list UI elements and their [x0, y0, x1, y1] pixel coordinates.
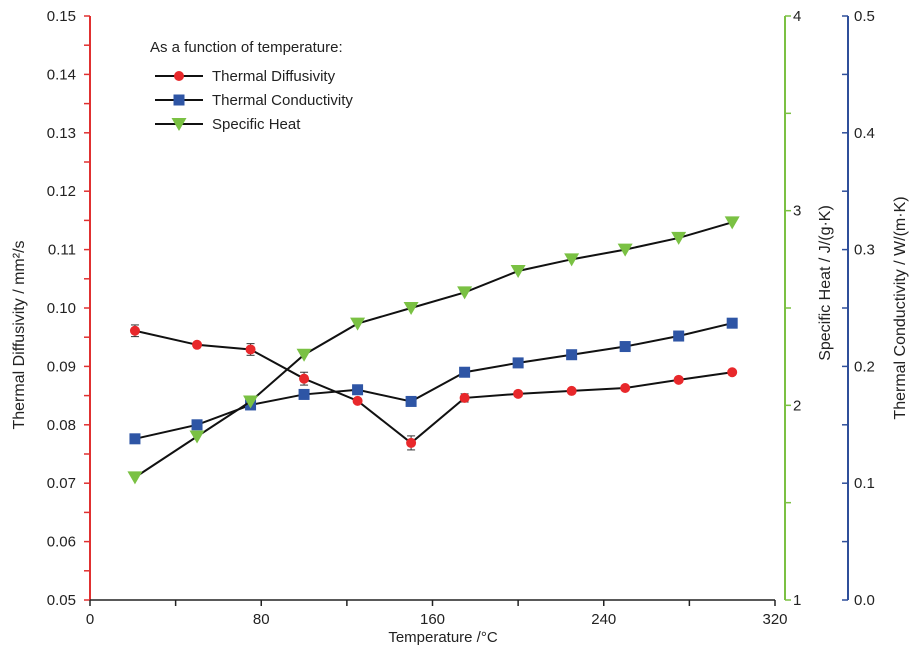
- thermal-conductivity-axis-tick-label: 0.3: [854, 242, 875, 259]
- thermal-conductivity-axis-tick-label: 0.0: [854, 592, 875, 609]
- legend-specific-heat-label: Specific Heat: [212, 116, 301, 133]
- thermal-conductivity-point: [726, 317, 738, 329]
- thermal-diffusivity-point: [513, 388, 524, 399]
- thermal-conductivity-axis-tick-label: 0.1: [854, 475, 875, 492]
- left-axis-tick-label: 0.15: [47, 8, 76, 25]
- legend-specific-heat-marker: [171, 118, 187, 131]
- specific-heat-point: [617, 243, 633, 257]
- left-axis-label: Thermal Diffusivity / mm²/s: [11, 240, 28, 429]
- thermal-conductivity-point: [352, 384, 364, 396]
- thermal-conductivity-point: [566, 349, 578, 361]
- specific-heat-point: [127, 471, 143, 485]
- specific-heat-axis-tick-label: 4: [793, 8, 801, 25]
- thermal-conductivity-point: [129, 433, 141, 445]
- x-axis-tick-label: 240: [591, 611, 616, 628]
- specific-heat-point: [724, 216, 740, 230]
- left-axis-tick-label: 0.14: [47, 66, 76, 83]
- legend-thermal-conductivity-label: Thermal Conductivity: [212, 92, 353, 109]
- thermal-diffusivity-point: [406, 437, 417, 448]
- thermal-conductivity-point: [673, 330, 685, 342]
- left-axis-tick-label: 0.07: [47, 475, 76, 492]
- thermal-diffusivity-point: [459, 392, 470, 403]
- thermal-diffusivity-point: [727, 367, 738, 378]
- x-axis-tick-label: 0: [86, 611, 94, 628]
- thermal-conductivity-axis-tick-label: 0.4: [854, 125, 875, 142]
- left-axis-tick-label: 0.06: [47, 534, 76, 551]
- x-axis-tick-label: 320: [762, 611, 787, 628]
- left-axis-tick-label: 0.05: [47, 592, 76, 609]
- specific-heat-point: [296, 348, 312, 362]
- thermal-diffusivity-point: [245, 344, 256, 355]
- specific-heat-point: [403, 302, 419, 315]
- series-layer: [127, 216, 740, 485]
- specific-heat-point: [564, 253, 580, 267]
- x-axis-tick-label: 160: [420, 611, 445, 628]
- x-axis: 0 80 160 240 320: [86, 599, 788, 628]
- specific-heat-point: [189, 430, 205, 444]
- legend-title: As a function of temperature:: [150, 39, 343, 56]
- specific-heat-axis-tick-label: 2: [793, 397, 801, 414]
- left-axis-tick-label: 0.09: [47, 358, 76, 375]
- left-axis-tick-label: 0.11: [48, 242, 76, 259]
- thermal-conductivity-line: [134, 322, 733, 440]
- specific-heat-point: [243, 395, 259, 409]
- thermal-conductivity-point: [619, 341, 631, 353]
- specific-heat-point: [671, 231, 687, 245]
- thermal-conductivity-point: [512, 357, 524, 369]
- thermal-diffusivity-point: [566, 385, 577, 396]
- x-axis-tick-label: 80: [253, 611, 270, 628]
- legend-thermal-diffusivity-marker: [174, 71, 184, 81]
- left-axis-tick-label: 0.08: [47, 417, 76, 434]
- legend-thermal-conductivity-marker: [173, 94, 185, 106]
- specific-heat-axis-tick-label: 1: [793, 592, 801, 609]
- specific-heat-line: [134, 221, 733, 479]
- thermal-conductivity-axis-label: Thermal Conductivity / W/(m·K): [892, 196, 909, 419]
- legend: As a function of temperature: Thermal Di…: [150, 39, 353, 133]
- x-axis-label: Temperature /°C: [388, 629, 498, 646]
- legend-thermal-diffusivity-label: Thermal Diffusivity: [212, 68, 336, 85]
- thermal-conductivity-point: [298, 388, 310, 400]
- thermal-diffusivity-point: [129, 325, 140, 336]
- thermal-diffusivity-point: [673, 374, 684, 385]
- left-axis: 0.05 0.06 0.07 0.08 0.09 0.10 0.11 0.12 0.13 0.14…: [47, 8, 91, 609]
- specific-heat-axis-label: Specific Heat / J/(g·K): [817, 205, 834, 361]
- specific-heat-axis-tick-label: 3: [793, 203, 801, 220]
- thermal-conductivity-point: [405, 395, 417, 407]
- thermal-diffusivity-point: [192, 339, 203, 350]
- thermal-diffusivity-point: [352, 395, 363, 406]
- thermal-diffusivity-point: [620, 383, 631, 394]
- specific-heat-point: [457, 286, 473, 300]
- left-axis-tick-label: 0.13: [47, 125, 76, 142]
- specific-heat-point: [350, 317, 366, 331]
- specific-heat-axis: 1 2 3 4: [784, 8, 801, 609]
- left-axis-tick-label: 0.12: [47, 183, 76, 200]
- thermal-conductivity-axis: 0.0 0.1 0.2 0.3 0.4 0.5: [842, 8, 875, 609]
- thermal-diffusivity-line: [134, 329, 733, 445]
- left-axis-tick-label: 0.10: [47, 300, 76, 317]
- thermal-diffusivity-point: [299, 373, 310, 384]
- specific-heat-point: [510, 265, 526, 279]
- thermal-conductivity-point: [191, 419, 203, 431]
- thermal-conductivity-axis-tick-label: 0.5: [854, 8, 875, 25]
- thermal-conductivity-point: [459, 366, 471, 378]
- thermal-conductivity-axis-tick-label: 0.2: [854, 358, 875, 375]
